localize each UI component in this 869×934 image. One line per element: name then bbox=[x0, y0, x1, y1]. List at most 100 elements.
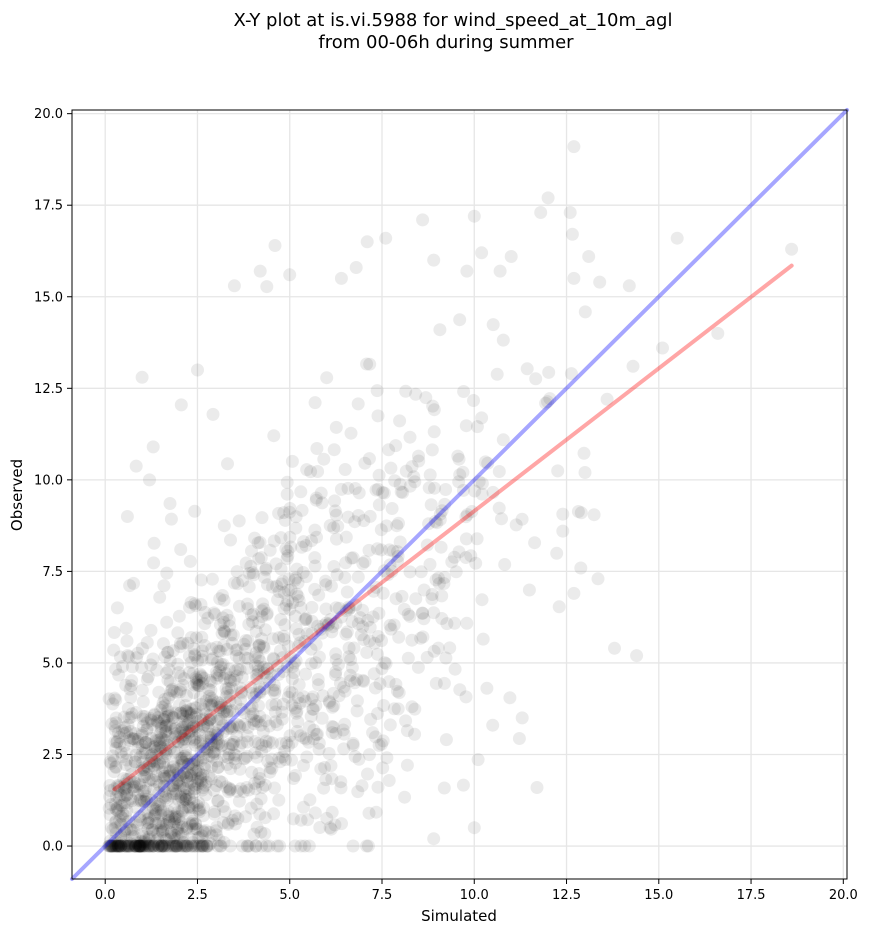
data-point bbox=[219, 780, 233, 794]
data-point bbox=[184, 596, 198, 609]
data-point bbox=[409, 592, 423, 606]
data-point bbox=[152, 798, 166, 812]
data-point bbox=[297, 759, 310, 772]
data-point bbox=[248, 746, 262, 760]
data-point bbox=[153, 590, 167, 604]
data-point bbox=[217, 519, 231, 533]
data-point bbox=[232, 599, 246, 613]
data-point bbox=[162, 810, 175, 823]
data-point bbox=[128, 839, 142, 853]
data-point bbox=[266, 651, 280, 665]
data-point bbox=[171, 778, 184, 792]
data-point bbox=[168, 802, 182, 816]
data-point bbox=[121, 839, 135, 853]
data-point bbox=[163, 742, 177, 756]
data-point bbox=[118, 789, 132, 803]
chart-title-line-1: X-Y plot at is.vi.5988 for wind_speed_at… bbox=[234, 10, 673, 31]
data-point bbox=[480, 681, 494, 695]
data-point bbox=[400, 758, 414, 772]
data-point bbox=[214, 696, 228, 710]
data-point bbox=[201, 611, 215, 625]
data-point bbox=[166, 763, 180, 777]
data-point bbox=[109, 693, 123, 707]
data-point bbox=[382, 443, 396, 457]
data-point bbox=[120, 634, 134, 648]
data-point bbox=[171, 821, 185, 835]
data-point bbox=[265, 762, 279, 775]
data-point bbox=[161, 673, 175, 687]
data-point bbox=[146, 718, 160, 732]
data-point bbox=[403, 565, 417, 579]
data-point bbox=[193, 802, 207, 816]
data-point bbox=[210, 738, 224, 752]
data-point bbox=[152, 839, 166, 853]
data-point bbox=[146, 773, 160, 787]
data-point bbox=[177, 672, 191, 686]
data-point bbox=[180, 718, 194, 732]
data-point bbox=[212, 712, 226, 726]
data-point bbox=[196, 677, 209, 690]
data-point bbox=[128, 830, 141, 844]
data-point bbox=[142, 839, 156, 853]
data-point bbox=[144, 713, 158, 727]
data-point bbox=[459, 690, 473, 704]
data-point bbox=[423, 468, 437, 482]
data-point bbox=[189, 822, 203, 836]
data-point bbox=[453, 468, 467, 482]
data-point bbox=[304, 657, 318, 671]
data-point bbox=[276, 651, 290, 665]
data-point bbox=[194, 754, 208, 768]
data-point bbox=[124, 724, 137, 738]
data-point bbox=[240, 597, 254, 611]
data-point bbox=[176, 732, 190, 746]
data-point bbox=[135, 683, 149, 697]
data-point bbox=[320, 811, 334, 825]
data-point bbox=[165, 682, 179, 696]
data-point bbox=[131, 732, 145, 746]
data-point bbox=[184, 769, 198, 783]
data-point bbox=[325, 772, 339, 786]
x-tick-label: 12.5 bbox=[552, 888, 581, 903]
data-point bbox=[181, 716, 195, 730]
data-point bbox=[263, 719, 276, 733]
data-point bbox=[225, 738, 239, 752]
data-point bbox=[281, 594, 295, 608]
data-point bbox=[496, 433, 510, 447]
data-point bbox=[225, 636, 239, 650]
data-point bbox=[323, 696, 337, 710]
data-point bbox=[185, 808, 199, 822]
data-point bbox=[208, 747, 222, 761]
data-point bbox=[334, 482, 348, 496]
data-point bbox=[556, 507, 570, 521]
data-point bbox=[227, 735, 241, 749]
data-point bbox=[439, 651, 453, 665]
data-point bbox=[135, 661, 149, 675]
data-point bbox=[204, 732, 218, 746]
data-point bbox=[188, 817, 202, 831]
data-point bbox=[289, 510, 303, 524]
data-point bbox=[206, 652, 220, 665]
data-point bbox=[608, 641, 621, 655]
data-point bbox=[253, 535, 267, 549]
data-point bbox=[189, 701, 203, 715]
data-point bbox=[498, 558, 512, 571]
data-point bbox=[217, 835, 231, 849]
data-point bbox=[273, 644, 287, 658]
data-point bbox=[119, 758, 133, 772]
data-point bbox=[328, 818, 342, 832]
data-point bbox=[148, 740, 162, 753]
data-point bbox=[329, 508, 343, 522]
data-point bbox=[334, 610, 348, 624]
data-point bbox=[229, 756, 243, 770]
data-point bbox=[268, 683, 282, 697]
data-point bbox=[317, 781, 331, 795]
data-point bbox=[294, 729, 307, 743]
data-point bbox=[158, 720, 172, 734]
data-point bbox=[380, 519, 393, 533]
data-point bbox=[140, 795, 154, 809]
data-point bbox=[249, 839, 263, 853]
data-point bbox=[207, 745, 221, 759]
data-point bbox=[235, 670, 249, 684]
data-point bbox=[191, 831, 205, 845]
data-point bbox=[224, 628, 238, 642]
